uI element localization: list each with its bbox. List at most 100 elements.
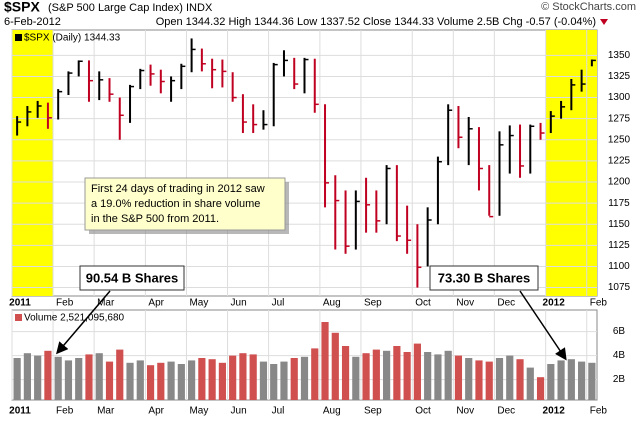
y-tick-label: 2B <box>613 374 626 385</box>
y-tick-label: 4B <box>613 350 626 361</box>
chart-layer: 1075 1100 1125 1150 1175 1200 1225 1250 1275 1300… <box>9 29 631 417</box>
volume-bar <box>85 354 93 400</box>
volume-bar <box>116 349 124 400</box>
volume-bar <box>311 348 319 400</box>
volume-bar <box>454 355 463 400</box>
volume-bar <box>547 364 555 400</box>
volume-bar <box>495 358 504 400</box>
y-tick-label: 6B <box>613 326 626 337</box>
panel-legend: $SPX (Daily) 1344.33 <box>24 33 121 44</box>
legend-icon <box>15 34 22 41</box>
y-tick-label: 1250 <box>608 134 631 145</box>
volume-bar <box>95 353 103 400</box>
note-box <box>84 177 286 231</box>
annotation-label: 90.54 B Shares <box>86 270 179 285</box>
x-tick-label: Nov <box>456 406 474 417</box>
volume-bar <box>218 362 226 400</box>
volume-bar <box>588 362 596 400</box>
panel-legend: Volume 2,521,095,680 <box>24 313 125 324</box>
volume-bar <box>188 360 196 400</box>
x-tick-label: Jun <box>231 406 247 417</box>
y-tick-label: 1350 <box>608 50 631 61</box>
annotation-label: 73.30 B Shares <box>438 270 531 285</box>
volume-bar <box>290 358 298 400</box>
quote: Open 1344.32 High 1344.36 Low 1337.52 Cl… <box>156 16 596 28</box>
y-tick-label: 1225 <box>608 156 631 167</box>
volume-bar <box>229 355 237 400</box>
x-tick-label: Dec <box>497 298 515 309</box>
y-tick-label: 1200 <box>608 177 631 188</box>
label-box <box>79 265 185 291</box>
y-tick-label: 1125 <box>608 240 630 251</box>
x-tick-label: Apr <box>148 406 164 417</box>
volume-bar <box>372 349 380 400</box>
volume-bar <box>13 358 21 400</box>
note-line: in the S&P 500 from 2011. <box>91 213 219 225</box>
y-tick-label: 1100 <box>608 261 630 272</box>
volume-bar <box>136 360 144 400</box>
volume-bar <box>567 359 575 400</box>
x-tick-label: Oct <box>415 406 431 417</box>
volume-bar <box>331 332 339 400</box>
copyright: © StockCharts.com <box>541 1 636 13</box>
x-tick-label: 2012 <box>543 298 566 309</box>
x-tick-label: Apr <box>148 298 164 309</box>
volume-bar <box>146 365 155 400</box>
volume-bar <box>270 364 278 400</box>
down-marker <box>600 19 608 25</box>
x-tick-label: Sep <box>364 298 382 309</box>
volume-bar <box>64 360 73 400</box>
x-tick-label: Nov <box>456 298 474 309</box>
volume-bar <box>280 361 288 400</box>
volume-bar <box>341 346 350 400</box>
x-tick-label: Mar <box>97 298 115 309</box>
x-tick-label: Dec <box>497 406 515 417</box>
volume-bar <box>434 354 442 400</box>
x-tick-label: Jun <box>231 298 247 309</box>
volume-bar <box>403 352 411 400</box>
volume-bar <box>352 356 360 400</box>
volume-bar <box>23 353 31 400</box>
volume-bar <box>34 355 42 400</box>
x-tick-label: May <box>189 406 208 417</box>
volume-bar <box>177 364 185 400</box>
volume-bar <box>208 359 216 400</box>
volume-bar <box>300 356 309 400</box>
volume-bar <box>444 350 452 400</box>
volume-bar <box>44 350 52 400</box>
y-tick-label: 1075 <box>608 282 631 293</box>
legend-icon <box>15 314 22 321</box>
x-tick-label: Aug <box>323 298 341 309</box>
volume-bar <box>167 361 175 400</box>
y-tick-label: 1175 <box>608 198 630 209</box>
x-tick-label: Mar <box>97 406 115 417</box>
x-tick-label: May <box>189 298 208 309</box>
volume-bar <box>383 350 391 400</box>
note-line: a 19.0% reduction in share volume <box>91 198 260 210</box>
quote-date: 6-Feb-2012 <box>4 16 61 28</box>
volume-bar <box>362 353 370 400</box>
volume-bar <box>321 322 329 400</box>
y-tick-label: 1275 <box>608 113 631 124</box>
index-name: (S&P 500 Large Cap Index) INDX <box>48 2 213 14</box>
volume-bar <box>259 361 268 400</box>
note-line: First 24 days of trading in 2012 saw <box>91 183 265 195</box>
volume-bar <box>413 343 421 400</box>
volume-bar <box>393 346 401 400</box>
y-tick-label: 1150 <box>608 219 630 230</box>
x-tick-label: Oct <box>415 298 431 309</box>
symbol: $SPX <box>4 0 40 15</box>
y-tick-label: 1325 <box>608 71 631 82</box>
volume-bar <box>557 360 565 400</box>
arrow <box>56 290 111 355</box>
volume-bar <box>526 367 534 400</box>
volume-bar <box>516 359 524 400</box>
x-tick-label: 2012 <box>543 406 566 417</box>
volume-bar <box>54 356 62 400</box>
volume-bar <box>198 358 206 400</box>
volume-bar <box>157 362 165 400</box>
highlight-band <box>545 30 597 296</box>
label-box <box>429 265 539 291</box>
volume-bar <box>75 358 83 400</box>
